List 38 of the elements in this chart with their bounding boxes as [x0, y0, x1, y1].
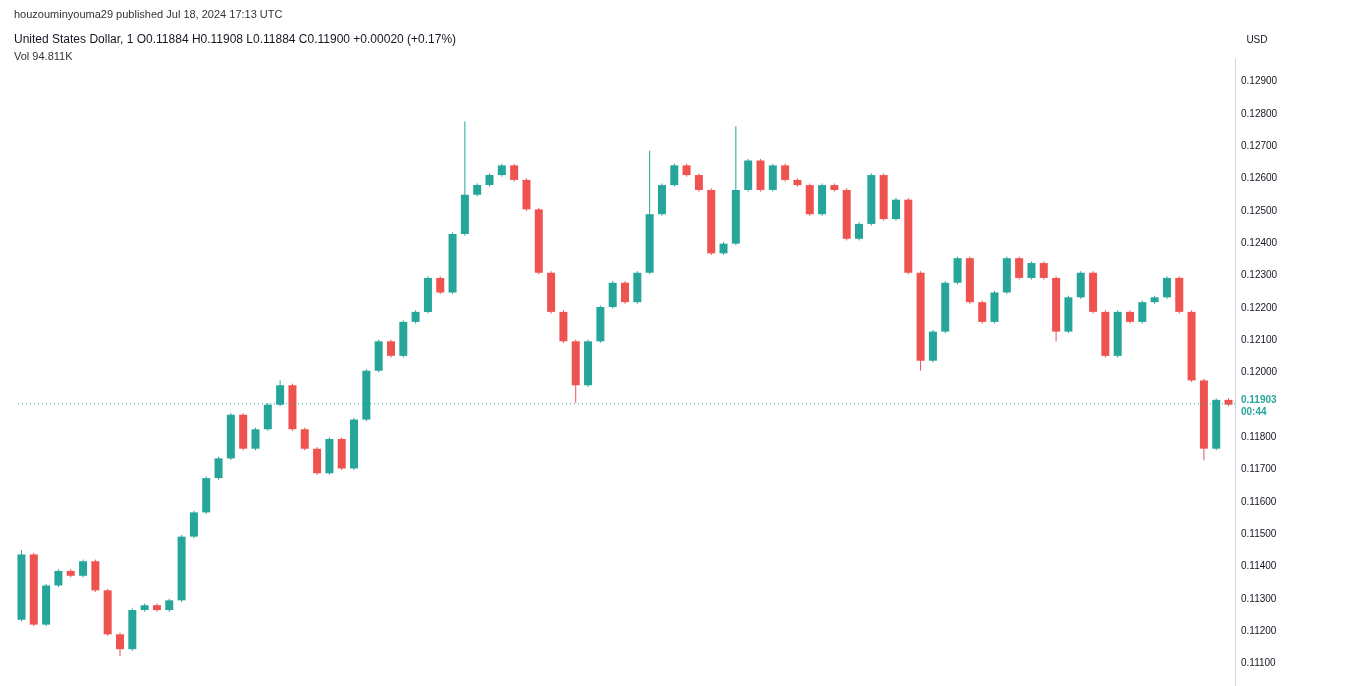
candlestick: [891, 197, 900, 222]
y-tick-label: 0.12600: [1241, 172, 1278, 184]
y-tick-label: 0.12000: [1241, 366, 1278, 378]
y-tick-label: 0.12300: [1241, 269, 1278, 281]
annotation: Vol 94.811K: [14, 49, 74, 64]
y-tick-label: 0.11400: [1241, 560, 1277, 572]
y-tick-label: 0.11300: [1241, 592, 1277, 604]
y-tick-label: 0.11100: [1241, 657, 1277, 669]
y-tick-label: 0.12100: [1241, 334, 1278, 346]
y-tick-label: 0.12500: [1241, 204, 1278, 216]
y-tick-label: 0.11600: [1241, 495, 1277, 507]
ref-line-label: 0.11903 00:44: [1241, 393, 1278, 417]
chart-title: United States Dollar, 1 O0.11884 H0.11908 L0.11884 C0.11900 +0.00020 (+0.17%): [14, 31, 457, 48]
candlestick: [621, 280, 629, 305]
candlestick: [1162, 275, 1171, 300]
y-tick-label: 0.11500: [1241, 528, 1277, 540]
candlestick: [251, 427, 260, 451]
y-tick-label: 0.12400: [1241, 236, 1278, 248]
candlestick: [1039, 260, 1048, 281]
y-axis-title: USD: [1246, 33, 1268, 45]
candlestick: [670, 163, 679, 188]
y-tick-label: 0.12800: [1241, 107, 1278, 119]
candlestick: [214, 456, 223, 481]
candlestick: [116, 632, 125, 657]
candlestick: [978, 300, 987, 325]
y-tick-label: 0.12200: [1241, 301, 1278, 313]
candlestick: [1027, 260, 1036, 281]
y-tick-label: 0.11800: [1241, 431, 1277, 443]
y-tick-label: 0.12900: [1241, 75, 1278, 87]
candlestick: [300, 427, 309, 451]
y-tick-label: 0.11200: [1241, 625, 1277, 637]
text: houzouminyouma29 published Jul 18, 2024 17:13 UTC: [14, 7, 284, 22]
y-tick-label: 0.11700: [1241, 463, 1277, 475]
candlestick: [694, 172, 703, 193]
y-tick-label: 0.12700: [1241, 139, 1278, 151]
candlestick: [1138, 300, 1147, 325]
candlestick: [855, 221, 864, 241]
candlestick: [1015, 256, 1024, 281]
